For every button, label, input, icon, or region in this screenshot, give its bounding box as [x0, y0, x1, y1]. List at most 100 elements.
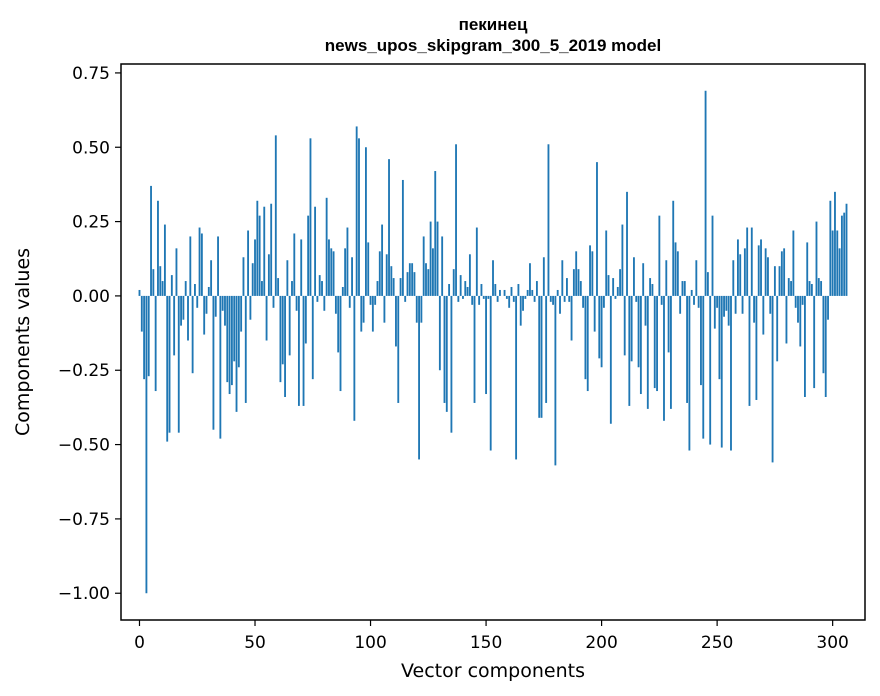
bar	[173, 295, 176, 356]
bar	[249, 295, 252, 320]
bar	[607, 275, 610, 296]
bar	[540, 295, 543, 418]
bar	[635, 295, 638, 302]
bar	[187, 295, 189, 341]
bar	[531, 289, 534, 296]
bar	[302, 295, 305, 406]
bar	[737, 239, 739, 296]
bar	[614, 295, 617, 299]
plot-frame	[120, 63, 866, 621]
bar	[212, 295, 215, 430]
bar	[808, 281, 811, 296]
bar	[827, 295, 829, 320]
bar	[519, 295, 522, 326]
x-tick-label: 50	[244, 633, 266, 653]
bar	[401, 179, 404, 296]
bar	[448, 284, 451, 296]
bar	[690, 289, 693, 296]
bar	[730, 295, 732, 451]
bar	[455, 144, 457, 296]
bar	[411, 263, 414, 296]
bar	[697, 295, 700, 308]
bar	[348, 295, 351, 308]
bar	[152, 269, 155, 296]
bar	[746, 227, 749, 296]
bar	[559, 295, 561, 314]
x-tick-label: 0	[134, 633, 145, 653]
bar	[226, 295, 229, 383]
bar	[385, 254, 388, 296]
bar	[602, 295, 605, 308]
bar	[776, 295, 779, 362]
bar	[526, 289, 529, 296]
bar	[797, 295, 799, 323]
bar	[515, 295, 518, 460]
bar	[683, 281, 686, 296]
bar	[628, 295, 631, 406]
bar	[138, 289, 141, 296]
bar	[713, 295, 716, 329]
bar	[619, 269, 622, 296]
bar	[365, 147, 367, 296]
bar	[804, 295, 806, 397]
bar	[771, 295, 774, 463]
bar	[545, 295, 548, 403]
bar	[644, 295, 647, 326]
bar	[522, 295, 524, 311]
bar	[337, 295, 340, 353]
bar	[489, 295, 492, 451]
bar	[813, 295, 816, 389]
bar	[810, 284, 813, 296]
bar	[254, 239, 256, 296]
bar	[700, 295, 702, 386]
bar	[505, 295, 508, 299]
y-tick-label: −0.75	[58, 510, 110, 530]
bar	[674, 242, 677, 296]
bar	[445, 295, 448, 412]
x-axis-ticks: 0 50 100 150 200 250 300	[134, 620, 849, 653]
bar	[815, 221, 818, 296]
bar	[429, 221, 432, 296]
bar	[228, 295, 231, 395]
bar	[355, 126, 358, 296]
bar	[404, 295, 407, 302]
bar	[508, 295, 511, 308]
bar	[371, 295, 374, 332]
bar	[258, 215, 261, 296]
bar	[443, 295, 446, 403]
bar	[743, 248, 746, 296]
bar	[533, 295, 536, 302]
bar	[334, 295, 337, 314]
bar	[140, 295, 143, 332]
bar	[663, 295, 665, 421]
bar	[575, 251, 578, 296]
bar	[529, 263, 531, 296]
bar	[792, 230, 795, 296]
bar	[734, 295, 737, 314]
bar	[288, 295, 291, 356]
bar	[427, 269, 430, 296]
bar	[706, 272, 709, 296]
bar	[235, 295, 238, 412]
bar	[503, 289, 506, 296]
bar	[244, 295, 247, 403]
bar	[466, 286, 469, 296]
bar	[182, 295, 185, 320]
x-tick-label: 200	[585, 633, 617, 653]
bar	[499, 289, 501, 296]
y-tick-label: 0.75	[72, 64, 110, 84]
bar	[293, 233, 296, 296]
bar	[203, 295, 206, 335]
bar	[556, 289, 559, 296]
bar	[579, 281, 582, 296]
bar	[732, 260, 735, 296]
bar	[639, 295, 642, 395]
bar	[318, 275, 321, 296]
bar	[651, 284, 654, 296]
bar	[406, 272, 409, 296]
bar	[633, 257, 635, 296]
bar	[367, 242, 370, 296]
bar	[358, 138, 360, 296]
bar	[256, 200, 259, 296]
bar	[418, 295, 420, 460]
